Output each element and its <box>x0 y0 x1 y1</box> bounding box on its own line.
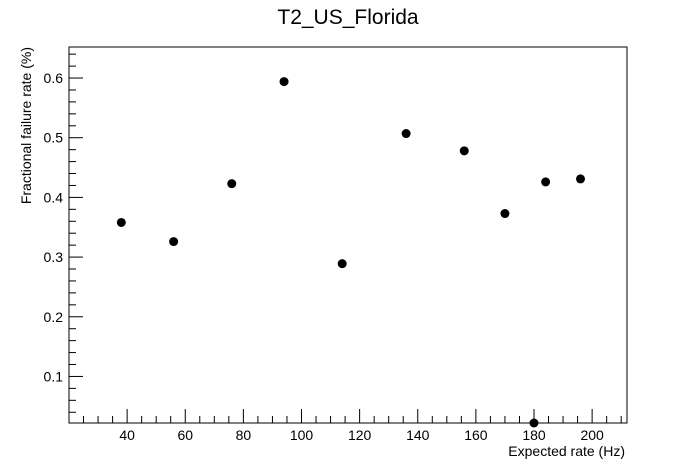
x-tick-label: 160 <box>464 427 488 443</box>
x-tick-label: 140 <box>406 427 430 443</box>
y-tick-label: 0.3 <box>44 249 64 265</box>
data-point <box>529 418 539 428</box>
plot-frame <box>68 46 628 424</box>
x-tick-label: 100 <box>290 427 314 443</box>
data-point <box>401 129 411 139</box>
data-point <box>576 174 585 184</box>
data-point <box>169 237 179 247</box>
data-point <box>116 217 126 227</box>
data-point <box>279 77 289 87</box>
chart-title: T2_US_Florida <box>277 6 419 29</box>
data-point <box>459 146 469 156</box>
data-point <box>227 179 237 189</box>
data-point <box>500 209 510 219</box>
data-points <box>116 77 585 428</box>
y-tick-label: 0.4 <box>44 189 64 205</box>
y-axis: 0.1 0.2 0.3 0.4 0.5 0.6 <box>44 53 83 413</box>
data-point <box>541 177 551 187</box>
x-tick-label: 120 <box>348 427 372 443</box>
x-axis: 40 60 80 100 120 140 160 180 200 <box>68 409 622 443</box>
x-axis-label: Expected rate (Hz) <box>508 443 625 459</box>
y-tick-label: 0.5 <box>44 130 64 146</box>
y-tick-label: 0.1 <box>44 368 64 384</box>
y-tick-label: 0.6 <box>44 70 64 86</box>
x-tick-label: 200 <box>580 427 604 443</box>
y-axis-label: Fractional failure rate (%) <box>18 47 34 204</box>
y-tick-label: 0.2 <box>44 309 64 325</box>
x-tick-label: 40 <box>119 427 135 443</box>
x-tick-label: 60 <box>177 427 193 443</box>
x-tick-label: 80 <box>236 427 252 443</box>
data-point <box>337 259 347 269</box>
x-tick-label: 180 <box>522 427 546 443</box>
